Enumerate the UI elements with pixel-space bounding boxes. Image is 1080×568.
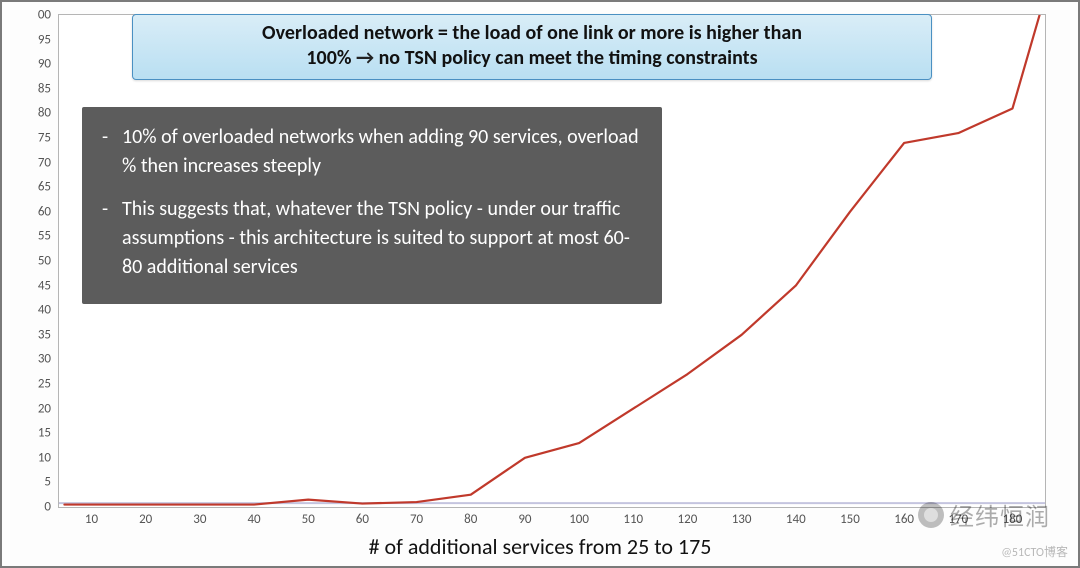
x-tick: 50 (302, 512, 315, 527)
title-line2b: no TSN policy can meet the timing constr… (379, 46, 758, 70)
title-callout: Overloaded network = the load of one lin… (132, 14, 932, 80)
x-axis-label: # of additional services from 25 to 175 (2, 533, 1078, 560)
x-tick: 70 (410, 512, 423, 527)
x-tick: 20 (139, 512, 152, 527)
x-tick: 160 (894, 512, 914, 527)
annotation-text-2: This suggests that, whatever the TSN pol… (122, 195, 642, 282)
x-tick: 10 (85, 512, 98, 527)
x-tick: 40 (247, 512, 260, 527)
x-tick: 130 (732, 512, 752, 527)
watermark-cn: 经纬恒润 (918, 497, 1050, 532)
bullet-dash-icon: - (102, 195, 122, 282)
x-tick: 90 (518, 512, 531, 527)
x-tick: 80 (464, 512, 477, 527)
x-tick: 110 (623, 512, 643, 527)
x-tick: 140 (786, 512, 806, 527)
chart-frame: % of overloaded network configurations [… (0, 0, 1080, 568)
x-tick: 120 (678, 512, 698, 527)
x-tick: 30 (193, 512, 206, 527)
watermark-logo-icon (918, 502, 944, 528)
arrow-icon: → (356, 46, 374, 70)
x-tick: 60 (356, 512, 369, 527)
x-tick: 100 (569, 512, 589, 527)
watermark-cn-text: 经纬恒润 (950, 497, 1050, 532)
bullet-dash-icon: - (102, 123, 122, 181)
annotation-text-1: 10% of overloaded networks when adding 9… (122, 123, 642, 181)
x-tick: 150 (840, 512, 860, 527)
annotation-item: - 10% of overloaded networks when adding… (102, 123, 642, 181)
watermark-blog: @51CTO博客 (1001, 543, 1068, 560)
annotation-box: - 10% of overloaded networks when adding… (82, 107, 662, 304)
title-line1: Overloaded network = the load of one lin… (262, 21, 802, 45)
annotation-item: - This suggests that, whatever the TSN p… (102, 195, 642, 282)
title-line2a: 100% (306, 46, 356, 70)
